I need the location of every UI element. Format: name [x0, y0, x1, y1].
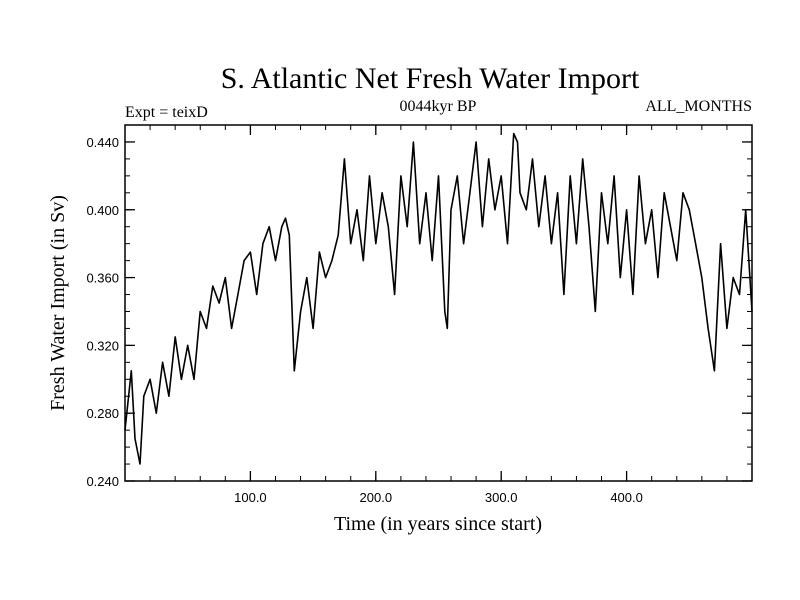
x-tick-label: 200.0: [360, 490, 393, 505]
y-tick-label: 0.320: [86, 338, 119, 353]
time-period-label: 0044kyr BP: [400, 98, 477, 115]
x-tick-label: 400.0: [610, 490, 643, 505]
experiment-label: Expt = teixD: [125, 104, 208, 121]
y-tick-labels: 0.240 0.280 0.320 0.360 0.400 0.440: [86, 135, 119, 489]
months-label: ALL_MONTHS: [645, 98, 752, 115]
x-tick-label: 300.0: [485, 490, 518, 505]
y-tick-label: 0.240: [86, 474, 119, 489]
x-tick-labels: 100.0 200.0 300.0 400.0: [234, 490, 643, 505]
chart-title: S. Atlantic Net Fresh Water Import: [221, 62, 640, 95]
y-tick-label: 0.400: [86, 203, 119, 218]
y-tick-label: 0.360: [86, 271, 119, 286]
x-axis-label: Time (in years since start): [334, 513, 542, 535]
series-line: [124, 132, 753, 465]
y-tick-label: 0.440: [86, 135, 119, 150]
x-tick-label: 100.0: [234, 490, 267, 505]
plot-frame: [124, 124, 753, 482]
y-tick-label: 0.280: [86, 406, 119, 421]
y-axis-label: Fresh Water Import (in Sv): [47, 195, 69, 411]
